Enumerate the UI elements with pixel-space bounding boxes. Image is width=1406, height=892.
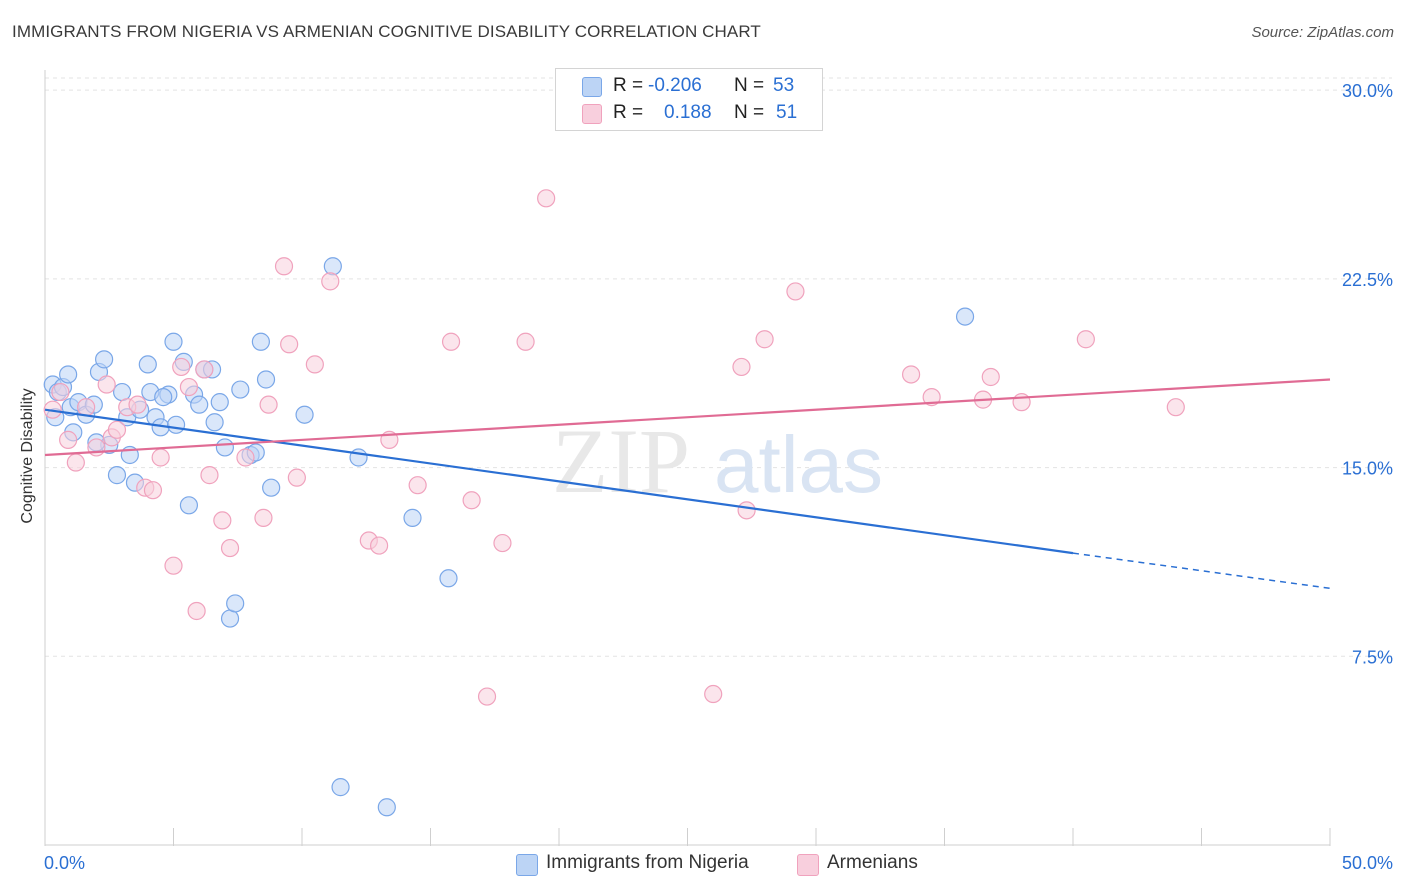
- data-point: [516, 332, 535, 351]
- data-point: [259, 395, 278, 414]
- data-point: [179, 377, 199, 397]
- data-point: [462, 491, 481, 510]
- data-point: [403, 508, 422, 527]
- data-point: [187, 601, 206, 621]
- data-point: [981, 367, 1000, 387]
- legend-r-label: R =: [613, 75, 644, 96]
- data-point: [537, 189, 556, 208]
- bottom-legend-swatch-armenians: [797, 854, 819, 876]
- trendline-armenians: [44, 378, 1331, 457]
- data-point: [295, 405, 314, 424]
- data-point: [164, 556, 183, 575]
- data-point: [59, 365, 78, 384]
- trendline-nigeria: [44, 408, 1074, 555]
- data-point: [220, 538, 240, 558]
- data-point: [154, 388, 173, 407]
- data-point: [205, 413, 224, 432]
- data-point: [190, 395, 209, 414]
- data-point: [323, 257, 342, 276]
- data-point: [95, 350, 114, 369]
- data-point: [51, 382, 70, 402]
- data-point: [151, 448, 170, 467]
- data-point: [786, 282, 805, 301]
- data-point: [732, 357, 751, 377]
- data-point: [737, 501, 756, 520]
- legend-r-value: -0.206: [648, 75, 702, 96]
- data-point: [755, 330, 774, 349]
- data-point: [439, 569, 458, 588]
- data-point: [901, 365, 921, 384]
- legend-r-label: R =: [613, 102, 644, 123]
- data-point: [321, 272, 340, 291]
- data-point: [179, 496, 199, 515]
- trendline-nigeria-extension: [1072, 552, 1331, 590]
- data-point: [704, 684, 723, 704]
- legend-r-value: 0.188: [664, 102, 712, 123]
- data-point: [251, 332, 270, 351]
- correlation-legend: R = -0.206 N = 53 R = 0.188 N = 51: [555, 68, 823, 131]
- data-point: [210, 393, 229, 412]
- data-point: [59, 430, 78, 449]
- y-tick-label: 7.5%: [1352, 647, 1393, 667]
- data-point: [254, 508, 273, 527]
- data-point: [1076, 330, 1095, 349]
- data-point: [331, 778, 350, 797]
- data-point: [138, 355, 157, 374]
- x-tick-label-min: 0.0%: [44, 853, 85, 873]
- data-point: [477, 687, 497, 706]
- data-point: [231, 380, 250, 399]
- bottom-legend-swatch-nigeria: [516, 854, 538, 876]
- source-credit: Source: ZipAtlas.com: [1251, 24, 1394, 41]
- data-point: [213, 511, 232, 530]
- bottom-legend-label-armenians: Armenians: [827, 852, 918, 873]
- data-point: [226, 594, 245, 613]
- data-point: [112, 382, 132, 402]
- legend-n-label: N =: [734, 75, 765, 96]
- data-point: [164, 332, 183, 351]
- data-point: [200, 466, 219, 485]
- data-point: [441, 332, 461, 351]
- data-point: [408, 476, 427, 495]
- data-point: [97, 375, 116, 394]
- watermark-zip: ZIP: [552, 410, 690, 512]
- data-point: [236, 448, 255, 467]
- data-point: [287, 468, 306, 487]
- x-tick-label-max: 50.0%: [1342, 853, 1393, 873]
- y-tick-label: 30.0%: [1342, 81, 1393, 101]
- data-point: [305, 355, 324, 374]
- data-point: [172, 357, 191, 377]
- legend-n-value: 51: [776, 102, 798, 123]
- data-point: [370, 536, 389, 555]
- data-point: [215, 438, 234, 457]
- data-point: [280, 335, 299, 354]
- legend-swatch-armenians: [582, 104, 602, 124]
- data-point: [77, 398, 96, 417]
- data-point: [1166, 398, 1185, 417]
- data-point: [107, 466, 127, 485]
- data-point: [955, 307, 975, 326]
- data-point: [166, 415, 186, 434]
- data-point: [143, 481, 163, 500]
- data-point: [66, 453, 85, 472]
- data-point: [195, 360, 214, 379]
- y-tick-label: 22.5%: [1342, 270, 1393, 290]
- data-point: [262, 478, 281, 497]
- data-point: [922, 388, 941, 407]
- watermark-atlas: atlas: [714, 420, 883, 509]
- data-point: [377, 798, 396, 817]
- data-point: [493, 533, 512, 553]
- data-point: [128, 395, 147, 414]
- data-point: [107, 420, 127, 439]
- chart-title: IMMIGRANTS FROM NIGERIA VS ARMENIAN COGN…: [12, 22, 761, 41]
- data-point: [220, 609, 240, 628]
- legend-n-label: N =: [734, 102, 765, 123]
- data-point: [274, 257, 294, 276]
- legend-swatch-nigeria: [582, 77, 602, 97]
- watermark: ZIP atlas: [552, 410, 883, 512]
- bottom-legend-label-nigeria: Immigrants from Nigeria: [546, 852, 749, 873]
- legend-n-value: 53: [773, 75, 795, 96]
- y-tick-label: 15.0%: [1342, 459, 1393, 479]
- data-point: [256, 370, 276, 389]
